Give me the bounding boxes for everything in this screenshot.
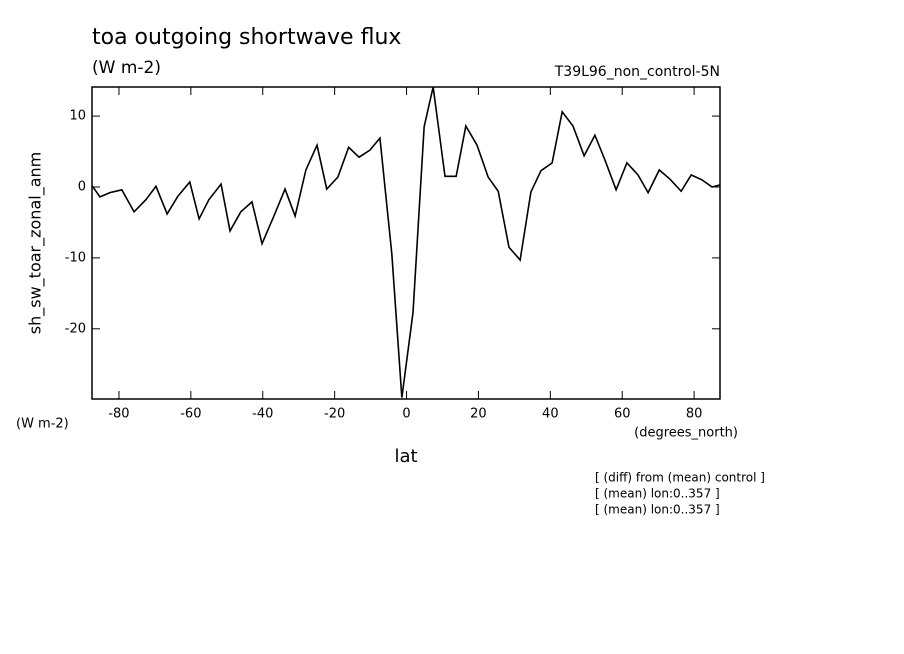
y-tick-label: 0 — [78, 179, 86, 194]
chart-title: toa outgoing shortwave flux — [92, 25, 401, 50]
y-tick-label: -20 — [65, 321, 86, 336]
x-axis-label: lat — [394, 446, 417, 467]
x-tick-label: 60 — [614, 407, 631, 422]
y-tick-label: -10 — [65, 250, 86, 265]
y-units: (W m-2) — [16, 417, 69, 432]
y-axis-label: sh_sw_toar_zonal_anm — [26, 152, 46, 334]
x-tick-label: -40 — [252, 407, 273, 422]
dataset-label: T39L96_non_control-5N — [554, 64, 720, 80]
note: [ (mean) lon:0..357 ] — [595, 503, 720, 517]
x-tick-label: 80 — [686, 407, 703, 422]
x-units: (degrees_north) — [634, 426, 738, 441]
note: [ (diff) from (mean) control ] — [595, 471, 765, 485]
x-tick-label: 20 — [470, 407, 487, 422]
x-tick-label: 0 — [402, 407, 410, 422]
x-tick-label: -80 — [108, 407, 129, 422]
data-line — [91, 86, 721, 398]
x-tick-label: -60 — [180, 407, 201, 422]
plot-frame — [91, 86, 721, 400]
y-tick-label: 10 — [69, 109, 86, 124]
x-tick-label: 40 — [542, 407, 559, 422]
note: [ (mean) lon:0..357 ] — [595, 487, 720, 501]
x-tick-label: -20 — [324, 407, 345, 422]
chart-subtitle: (W m-2) — [92, 58, 161, 78]
